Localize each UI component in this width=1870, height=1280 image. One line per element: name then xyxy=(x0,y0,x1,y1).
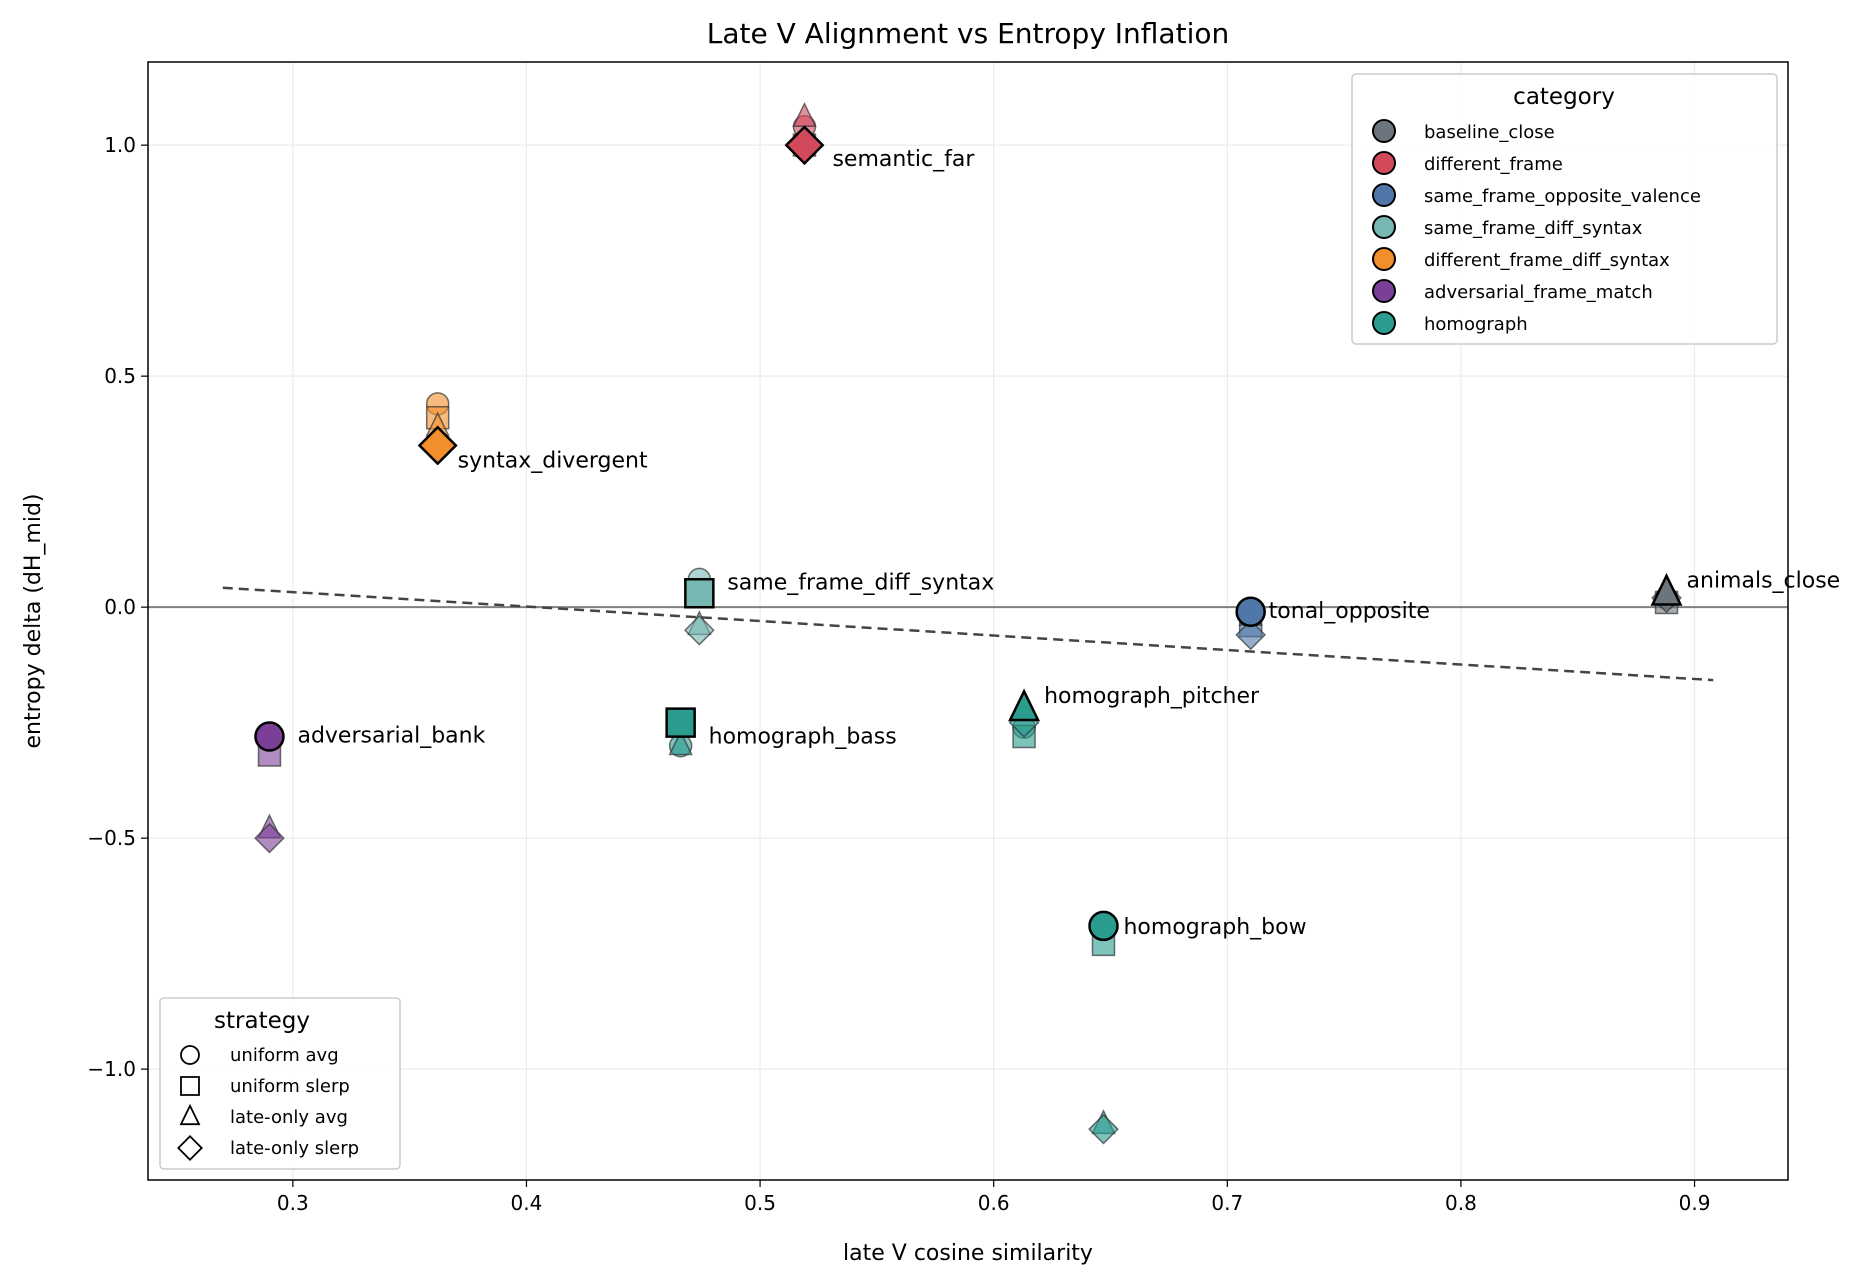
diamond-point-highlighted xyxy=(417,425,458,466)
legend-title: strategy xyxy=(214,1008,310,1034)
point-annotation: homograph_pitcher xyxy=(1044,684,1260,709)
triangle-point-highlighted xyxy=(1008,688,1041,722)
x-tick-label: 0.8 xyxy=(1445,1191,1477,1215)
legend-label: late-only slerp xyxy=(230,1138,359,1159)
legend-label: homograph xyxy=(1424,314,1528,335)
legend-label: different_frame xyxy=(1424,154,1563,175)
y-tick-label: 0.0 xyxy=(104,595,136,619)
legend-marker-circle xyxy=(180,1045,200,1065)
trend-line xyxy=(222,586,1714,682)
legend-marker-triangle xyxy=(179,1103,201,1126)
legend-label: different_frame_diff_syntax xyxy=(1424,250,1670,271)
strategy-legend: strategy uniform avg uniform slerp late-onl… xyxy=(159,997,401,1170)
point-annotation: syntax_divergent xyxy=(458,448,648,473)
legend-label: uniform slerp xyxy=(230,1076,350,1097)
legend-marker-circle xyxy=(1372,183,1396,207)
legend-label: adversarial_frame_match xyxy=(1424,282,1653,303)
square-point-highlighted xyxy=(665,707,696,738)
point-annotation: adversarial_bank xyxy=(297,723,485,748)
point-annotation: homograph_bass xyxy=(709,725,897,750)
legend-box xyxy=(1351,73,1778,345)
triangle-point-highlighted xyxy=(1650,572,1683,606)
plot-frame xyxy=(147,61,1789,1181)
x-tick-label: 0.5 xyxy=(744,1191,776,1215)
legend-marker-circle xyxy=(1372,119,1396,143)
x-tick-label: 0.7 xyxy=(1211,1191,1243,1215)
legend-label: late-only avg xyxy=(230,1107,348,1128)
legend-marker-circle xyxy=(1372,215,1396,239)
y-tick-label: −1.0 xyxy=(87,1057,136,1081)
diamond-point xyxy=(1235,619,1267,651)
x-tick-label: 0.9 xyxy=(1679,1191,1711,1215)
legend-marker-diamond xyxy=(177,1135,203,1161)
y-axis-label: entropy delta (dH_mid) xyxy=(21,494,46,749)
diamond-point xyxy=(1088,1113,1119,1145)
diamond-point xyxy=(683,614,715,646)
circle-point-highlighted xyxy=(254,721,285,752)
x-axis-label: late V cosine similarity xyxy=(843,1241,1093,1266)
point-annotation: homograph_bow xyxy=(1123,915,1306,940)
legend-box xyxy=(159,997,401,1170)
point-annotation: semantic_far xyxy=(832,147,975,172)
point-annotation: same_frame_diff_syntax xyxy=(727,570,994,595)
legend-marker-circle xyxy=(1372,311,1396,335)
circle-point-highlighted xyxy=(1088,910,1119,942)
legend-marker-square xyxy=(180,1076,200,1096)
legend-label: same_frame_diff_syntax xyxy=(1424,218,1643,239)
legend-label: baseline_close xyxy=(1424,122,1555,143)
point-annotation: tonal_opposite xyxy=(1269,599,1430,624)
y-tick-label: 1.0 xyxy=(104,133,136,157)
diamond-point xyxy=(254,822,285,854)
square-point-highlighted xyxy=(684,578,715,609)
point-annotation: animals_close xyxy=(1687,568,1841,593)
y-tick-label: −0.5 xyxy=(87,826,136,850)
circle-point-highlighted xyxy=(1235,596,1266,628)
x-tick-label: 0.4 xyxy=(511,1191,543,1215)
category-legend: category baseline_close different_framesam… xyxy=(1351,73,1778,345)
legend-label: same_frame_opposite_valence xyxy=(1424,186,1701,207)
legend-marker-circle xyxy=(1372,279,1396,303)
x-tick-label: 0.3 xyxy=(277,1191,309,1215)
triangle-point xyxy=(792,101,817,127)
legend-marker-circle xyxy=(1372,247,1396,271)
triangle-point xyxy=(668,730,693,756)
diamond-point-highlighted xyxy=(784,125,825,166)
x-tick-label: 0.6 xyxy=(978,1191,1010,1215)
chart-title: Late V Alignment vs Entropy Inflation xyxy=(707,17,1229,50)
y-tick-label: 0.5 xyxy=(104,364,136,388)
legend-title: category xyxy=(1513,84,1615,110)
legend-label: uniform avg xyxy=(230,1045,339,1066)
legend-marker-circle xyxy=(1372,151,1396,175)
